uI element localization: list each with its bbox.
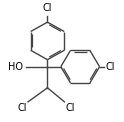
Text: Cl: Cl [66, 103, 75, 113]
Text: HO: HO [8, 62, 23, 72]
Text: Cl: Cl [43, 3, 52, 13]
Text: Cl: Cl [17, 103, 27, 113]
Text: Cl: Cl [105, 62, 115, 72]
